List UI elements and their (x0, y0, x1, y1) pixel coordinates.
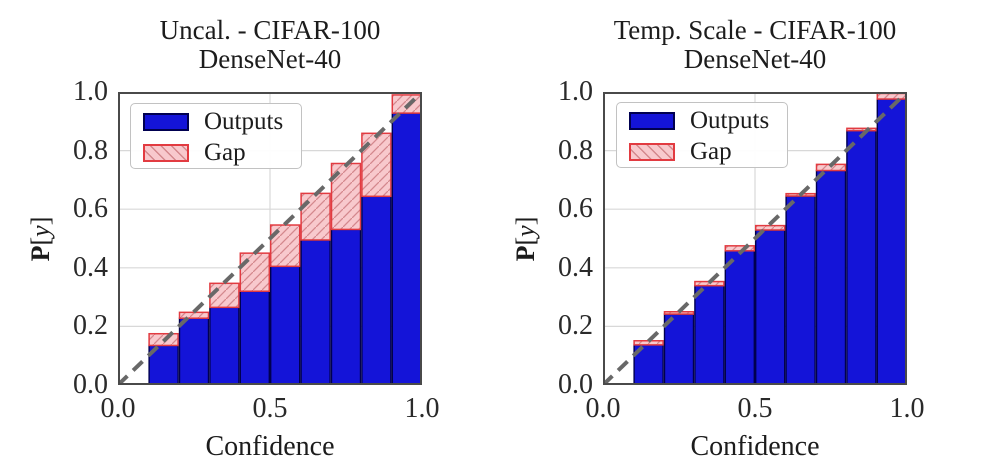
outputs-bar (694, 284, 725, 385)
x-tick-label: 0.5 (252, 393, 288, 424)
legend-entry-outputs: Outputs (131, 106, 301, 137)
outputs-bar (754, 229, 786, 385)
title-line-1: Uncal. - CIFAR-100 (159, 15, 381, 45)
outputs-swatch-icon (143, 112, 189, 131)
outputs-bar (663, 313, 695, 385)
y-tick-label: 1.0 (558, 76, 593, 107)
title-line-1: Temp. Scale - CIFAR-100 (613, 15, 897, 45)
gap-bar-hatch (846, 127, 877, 132)
chart-title-temp-scale: Temp. Scale - CIFAR-100 DenseNet-40 (603, 16, 907, 74)
outputs-bar (209, 306, 240, 385)
x-tick-label: 0.5 (737, 393, 773, 424)
outputs-bar (178, 317, 210, 385)
legend-entry-outputs: Outputs (617, 105, 787, 136)
y-tick-label: 0.8 (73, 134, 108, 166)
y-tick-label: 0.6 (558, 193, 593, 225)
plot-area-temp-scale (603, 92, 907, 385)
gap-bar-hatch (209, 282, 240, 309)
legend-label-outputs: Outputs (690, 106, 770, 134)
plot-svg (118, 92, 422, 385)
gap-bar-hatch (178, 311, 210, 319)
chart-title-uncalibrated: Uncal. - CIFAR-100 DenseNet-40 (118, 16, 422, 74)
outputs-bar (785, 195, 816, 385)
x-axis-label-temp-scale: Confidence (690, 431, 820, 462)
outputs-bar (391, 112, 422, 385)
outputs-bar (361, 195, 392, 385)
y-tick-label: 0.2 (558, 310, 593, 342)
title-line-2: DenseNet-40 (683, 44, 827, 74)
plot-area-uncalibrated (118, 92, 422, 385)
diagonal-reference-line (118, 92, 422, 385)
outputs-swatch-icon (629, 111, 675, 130)
gap-bar-hatch (724, 245, 756, 252)
outputs-bar (846, 129, 877, 385)
gap-swatch-icon (629, 142, 675, 161)
legend-label-gap: Gap (690, 137, 732, 165)
legend-temp-scale: Outputs Gap (616, 102, 788, 168)
outputs-bar (724, 250, 756, 385)
gap-bar-hatch (361, 132, 392, 198)
legend-label-outputs: Outputs (204, 107, 284, 135)
diagonal-reference-line (603, 92, 907, 385)
x-tick-label: 0.0 (585, 393, 621, 424)
legend-entry-gap: Gap (131, 137, 301, 168)
plot-border (118, 92, 422, 385)
plot-border (603, 92, 907, 385)
gap-bar-hatch (876, 92, 907, 100)
legend-entry-gap: Gap (617, 136, 787, 167)
y-tick-label: 0.6 (73, 193, 108, 225)
y-tick-label: 1.0 (73, 76, 108, 107)
outputs-bar (876, 98, 907, 385)
outputs-bar (239, 290, 271, 385)
legend-label-gap: Gap (204, 138, 246, 166)
x-tick-label: 1.0 (889, 393, 925, 424)
y-tick-label: 0.2 (73, 310, 108, 342)
x-tick-label: 0.0 (100, 393, 136, 424)
x-axis-label-uncalibrated: Confidence (205, 431, 335, 462)
title-line-2: DenseNet-40 (198, 44, 342, 74)
y-tick-label: 0.0 (73, 369, 108, 400)
outputs-bar (330, 228, 362, 385)
outputs-bar (300, 239, 331, 385)
y-tick-label: 0.8 (558, 134, 593, 166)
outputs-bar (269, 265, 301, 385)
y-tick-label: 0.4 (558, 251, 593, 283)
gap-bar-hatch (300, 192, 331, 241)
gap-bar-hatch (239, 252, 271, 292)
y-tick-label: 0.0 (558, 369, 593, 400)
legend-uncalibrated: Outputs Gap (130, 103, 302, 169)
y-tick-label: 0.4 (73, 251, 108, 283)
x-tick-label: 1.0 (404, 393, 440, 424)
outputs-bar (815, 169, 847, 385)
gap-swatch-icon (143, 143, 189, 162)
plot-svg (603, 92, 907, 385)
gap-bar-hatch (754, 224, 786, 231)
